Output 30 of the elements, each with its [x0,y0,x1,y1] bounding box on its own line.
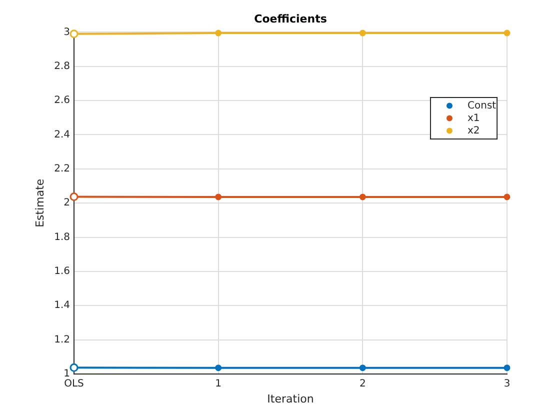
y-tick-label: 2.4 [54,129,70,140]
legend-label: Const [468,100,496,112]
point [359,194,366,200]
y-tick-label: 2.6 [54,95,70,106]
y-tick-label: 2 [64,198,70,209]
y-tick-label: 1.8 [54,232,70,243]
x-tick-label: OLS [64,378,84,390]
y-tick-label: 1.4 [54,300,70,312]
chart-title: Coefficients [254,12,328,26]
point [504,30,510,36]
y-tick-label: 3 [64,26,70,38]
point [504,194,510,200]
legend-label: x1 [468,112,480,124]
y-tick-label: 2.2 [54,164,70,175]
point [215,30,222,36]
point [215,364,222,372]
y-tick-label: 1.6 [54,266,70,278]
x-axis-title: Iteration [267,392,314,406]
y-tick-label: 2.8 [54,60,70,72]
point [504,364,510,372]
y-tick-label: 1.2 [54,334,70,346]
y-tick-label: 1 [64,368,70,380]
x-tick-label: 3 [504,378,510,390]
point [359,364,366,372]
point [359,30,366,36]
x-tick-label: 1 [215,378,222,390]
legend-label: x2 [468,125,480,136]
x-tick-label: 2 [359,378,366,390]
y-axis-title: Estimate [33,178,46,228]
point [215,194,222,200]
